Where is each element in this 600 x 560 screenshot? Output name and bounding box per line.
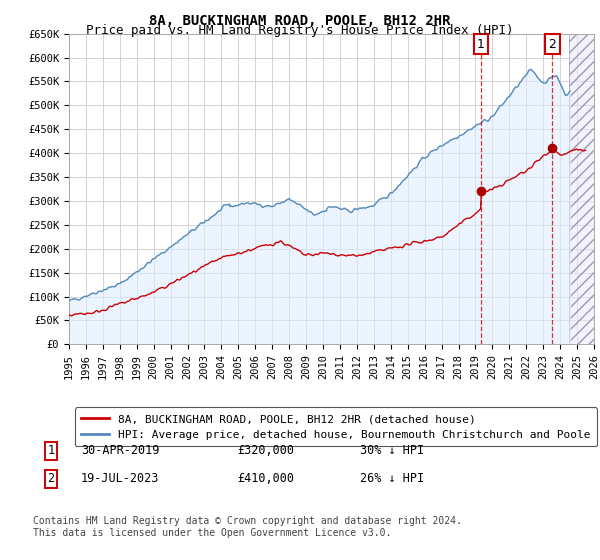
Text: 1: 1 (477, 38, 485, 50)
Text: Contains HM Land Registry data © Crown copyright and database right 2024.
This d: Contains HM Land Registry data © Crown c… (33, 516, 462, 538)
Bar (569, 34, 594, 344)
Text: 26% ↓ HPI: 26% ↓ HPI (360, 472, 424, 486)
Text: 2: 2 (47, 472, 55, 486)
Text: 30-APR-2019: 30-APR-2019 (81, 444, 160, 458)
Text: 19-JUL-2023: 19-JUL-2023 (81, 472, 160, 486)
Text: 1: 1 (47, 444, 55, 458)
Text: £320,000: £320,000 (237, 444, 294, 458)
Text: 30% ↓ HPI: 30% ↓ HPI (360, 444, 424, 458)
Legend: 8A, BUCKINGHAM ROAD, POOLE, BH12 2HR (detached house), HPI: Average price, detac: 8A, BUCKINGHAM ROAD, POOLE, BH12 2HR (de… (74, 408, 597, 446)
Bar (569, 34, 594, 344)
Text: Price paid vs. HM Land Registry's House Price Index (HPI): Price paid vs. HM Land Registry's House … (86, 24, 514, 36)
Text: 2: 2 (548, 38, 556, 50)
Text: 8A, BUCKINGHAM ROAD, POOLE, BH12 2HR: 8A, BUCKINGHAM ROAD, POOLE, BH12 2HR (149, 14, 451, 28)
Text: £410,000: £410,000 (237, 472, 294, 486)
